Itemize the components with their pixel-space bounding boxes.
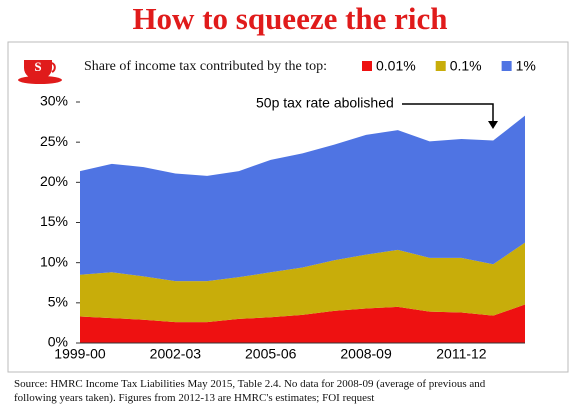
x-tick-label: 2002-03 [150,346,202,362]
source: Source: HMRC Income Tax Liabilities May … [14,378,486,404]
legend-swatch [362,61,372,71]
y-tick-label: 15% [40,213,68,229]
area [80,242,525,323]
annotation: 50p tax rate abolished [256,95,394,111]
y-tick-label: 25% [40,133,68,149]
y-tick-label: 10% [40,253,68,269]
svg-text:S: S [34,59,41,74]
y-tick-label: 20% [40,173,68,189]
x-tick-label: 1999-00 [54,346,106,362]
x-tick-label: 2005-06 [245,346,297,362]
legend-swatch [501,61,512,71]
area [80,115,525,282]
annotation-arrow [402,103,494,124]
annotation-arrowhead [488,121,498,129]
legend-label: 0.1% [450,58,482,74]
y-tick-label: 0% [48,334,68,350]
x-tick-label: 2008-09 [340,346,392,362]
chart-frame [7,41,569,373]
legend-label: 1% [516,58,536,74]
logo: S [18,59,62,84]
subtitle: Share of income tax contributed by the t… [84,59,327,74]
areas [80,115,525,343]
area [80,304,525,343]
y-tick-label: 30% [40,93,68,109]
legend-swatch [435,61,446,71]
x-tick-label: 2011-12 [436,346,487,362]
legend-label: 0.01% [376,58,416,74]
y-tick-label: 5% [48,294,68,310]
chart-title: How to squeeze the rich [132,1,447,36]
